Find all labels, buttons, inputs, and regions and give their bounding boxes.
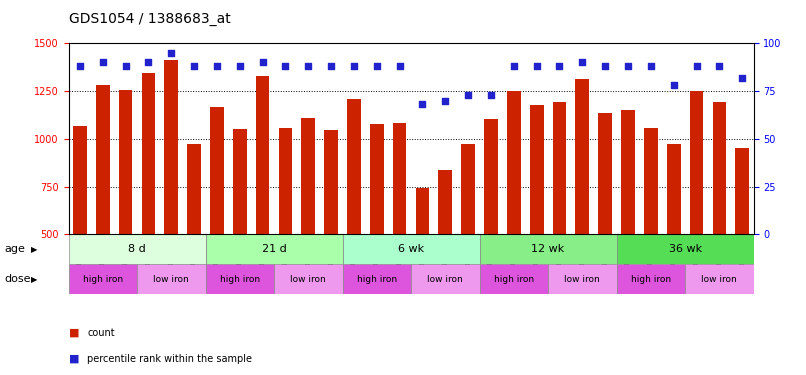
Bar bbox=[69, 234, 206, 264]
Text: ■: ■ bbox=[69, 327, 79, 338]
Bar bbox=[617, 234, 754, 264]
Point bbox=[393, 63, 406, 69]
Bar bbox=[324, 130, 338, 234]
Text: low iron: low iron bbox=[564, 275, 600, 284]
Bar bbox=[416, 188, 430, 234]
Text: low iron: low iron bbox=[290, 275, 326, 284]
Bar bbox=[530, 105, 543, 234]
Point bbox=[142, 59, 155, 65]
Bar bbox=[598, 113, 612, 234]
Bar bbox=[411, 264, 480, 294]
Bar bbox=[667, 144, 680, 234]
Point bbox=[347, 63, 360, 69]
Point bbox=[575, 59, 588, 65]
Text: high iron: high iron bbox=[357, 275, 397, 284]
Text: ▶: ▶ bbox=[31, 245, 37, 254]
Point bbox=[97, 59, 110, 65]
Text: age: age bbox=[4, 244, 25, 254]
Bar bbox=[206, 264, 274, 294]
Bar bbox=[575, 80, 589, 234]
Bar bbox=[164, 60, 178, 234]
Point bbox=[279, 63, 292, 69]
Text: GDS1054 / 1388683_at: GDS1054 / 1388683_at bbox=[69, 12, 231, 26]
Bar bbox=[279, 128, 293, 234]
Text: high iron: high iron bbox=[494, 275, 534, 284]
Point bbox=[690, 63, 703, 69]
Bar bbox=[461, 144, 475, 234]
Bar bbox=[548, 264, 617, 294]
Text: count: count bbox=[87, 327, 114, 338]
Point bbox=[325, 63, 338, 69]
Bar bbox=[370, 124, 384, 234]
Point bbox=[553, 63, 566, 69]
Bar bbox=[206, 234, 343, 264]
Point bbox=[599, 63, 612, 69]
Point bbox=[484, 92, 497, 98]
Bar bbox=[274, 264, 343, 294]
Bar bbox=[690, 91, 704, 234]
Point bbox=[164, 50, 177, 56]
Bar bbox=[507, 91, 521, 234]
Bar bbox=[137, 264, 206, 294]
Point bbox=[530, 63, 543, 69]
Text: percentile rank within the sample: percentile rank within the sample bbox=[87, 354, 252, 364]
Point bbox=[644, 63, 657, 69]
Bar bbox=[617, 264, 685, 294]
Point bbox=[621, 63, 634, 69]
Bar bbox=[480, 234, 617, 264]
Text: high iron: high iron bbox=[83, 275, 123, 284]
Bar bbox=[256, 76, 269, 234]
Bar bbox=[301, 118, 315, 234]
Point bbox=[301, 63, 314, 69]
Point bbox=[234, 63, 247, 69]
Point bbox=[188, 63, 201, 69]
Point bbox=[713, 63, 725, 69]
Text: high iron: high iron bbox=[631, 275, 671, 284]
Bar bbox=[621, 110, 635, 234]
Point bbox=[508, 63, 521, 69]
Bar bbox=[343, 234, 480, 264]
Bar bbox=[553, 102, 567, 234]
Bar bbox=[210, 107, 224, 234]
Bar bbox=[480, 264, 548, 294]
Text: dose: dose bbox=[4, 274, 31, 284]
Point bbox=[736, 75, 749, 81]
Bar bbox=[343, 264, 411, 294]
Point bbox=[370, 63, 383, 69]
Bar bbox=[118, 90, 132, 234]
Text: ▶: ▶ bbox=[31, 275, 37, 284]
Point bbox=[416, 101, 429, 107]
Bar bbox=[735, 148, 749, 234]
Text: ■: ■ bbox=[69, 354, 79, 364]
Point bbox=[438, 98, 451, 104]
Bar bbox=[713, 102, 726, 234]
Bar bbox=[96, 85, 110, 234]
Text: 6 wk: 6 wk bbox=[398, 244, 424, 254]
Bar bbox=[484, 118, 498, 234]
Text: high iron: high iron bbox=[220, 275, 260, 284]
Text: 21 d: 21 d bbox=[262, 244, 286, 254]
Point bbox=[119, 63, 132, 69]
Bar bbox=[347, 99, 361, 234]
Point bbox=[667, 82, 680, 88]
Bar bbox=[142, 73, 156, 234]
Text: low iron: low iron bbox=[153, 275, 189, 284]
Text: 8 d: 8 d bbox=[128, 244, 146, 254]
Point bbox=[462, 92, 475, 98]
Text: low iron: low iron bbox=[701, 275, 737, 284]
Bar bbox=[187, 144, 201, 234]
Text: 36 wk: 36 wk bbox=[668, 244, 702, 254]
Point bbox=[256, 59, 269, 65]
Bar bbox=[685, 264, 754, 294]
Text: 12 wk: 12 wk bbox=[531, 244, 565, 254]
Point bbox=[210, 63, 223, 69]
Text: low iron: low iron bbox=[427, 275, 463, 284]
Point bbox=[73, 63, 86, 69]
Bar bbox=[69, 264, 137, 294]
Bar bbox=[393, 123, 406, 234]
Bar bbox=[233, 129, 247, 234]
Bar bbox=[644, 128, 658, 234]
Bar bbox=[73, 126, 87, 234]
Bar bbox=[438, 170, 452, 234]
